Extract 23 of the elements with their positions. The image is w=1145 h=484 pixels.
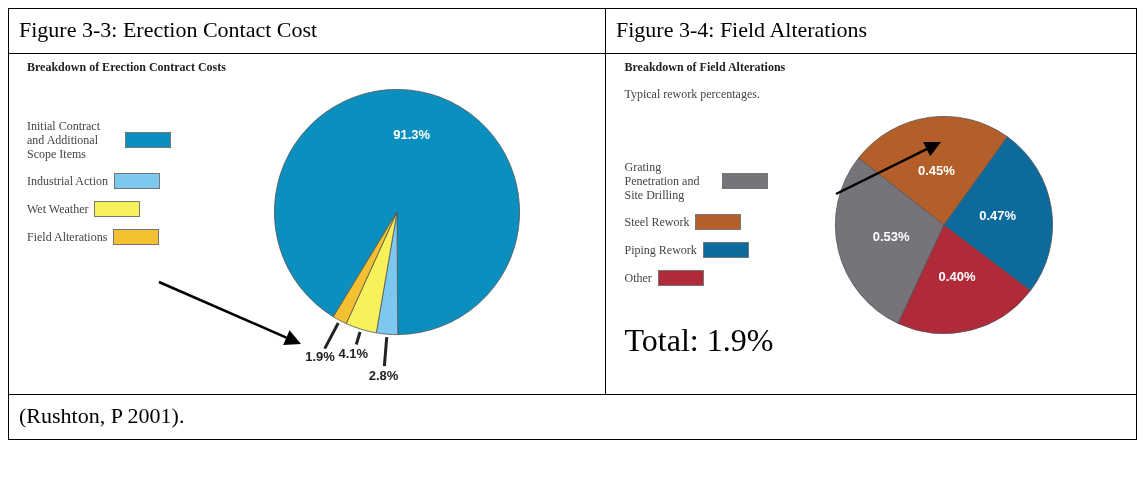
legend-label: Field Alterations: [27, 230, 108, 244]
legend-label: Piping Rework: [624, 243, 697, 257]
chart-title: Figure 3-4: Field Alterations: [615, 16, 869, 44]
data-label: 2.8%: [368, 367, 399, 383]
text: Typical rework percentages.: [624, 87, 761, 102]
text: Total: 1.9%: [624, 322, 775, 359]
chart-title: Figure 3-3: Erection Contact Cost: [9, 9, 606, 53]
legend-label: Initial Contract and Additional Scope Items: [27, 119, 101, 161]
legend-label: Industrial Action: [27, 174, 108, 188]
chart-subtitle: Breakdown of Field Alterations: [624, 60, 787, 75]
legend-label: Other: [624, 271, 652, 285]
legend-label: Grating Penetration and Site Drilling: [624, 160, 701, 202]
data-label: 0.40%: [939, 269, 977, 285]
chart-subtitle: Breakdown of Erection Contract Costs: [27, 60, 227, 75]
legend-label: Steel Rework: [624, 215, 690, 229]
text: (Rushton, P 2001).: [19, 403, 185, 428]
data-label: 4.1%: [338, 345, 369, 361]
data-label: 91.3%: [393, 126, 431, 142]
data-label: 0.53%: [873, 229, 911, 245]
data-label: 0.47%: [979, 208, 1018, 224]
data-label: 0.45%: [918, 162, 956, 178]
legend-label: Wet Weather: [27, 202, 89, 216]
data-label: 1.9%: [305, 349, 336, 365]
